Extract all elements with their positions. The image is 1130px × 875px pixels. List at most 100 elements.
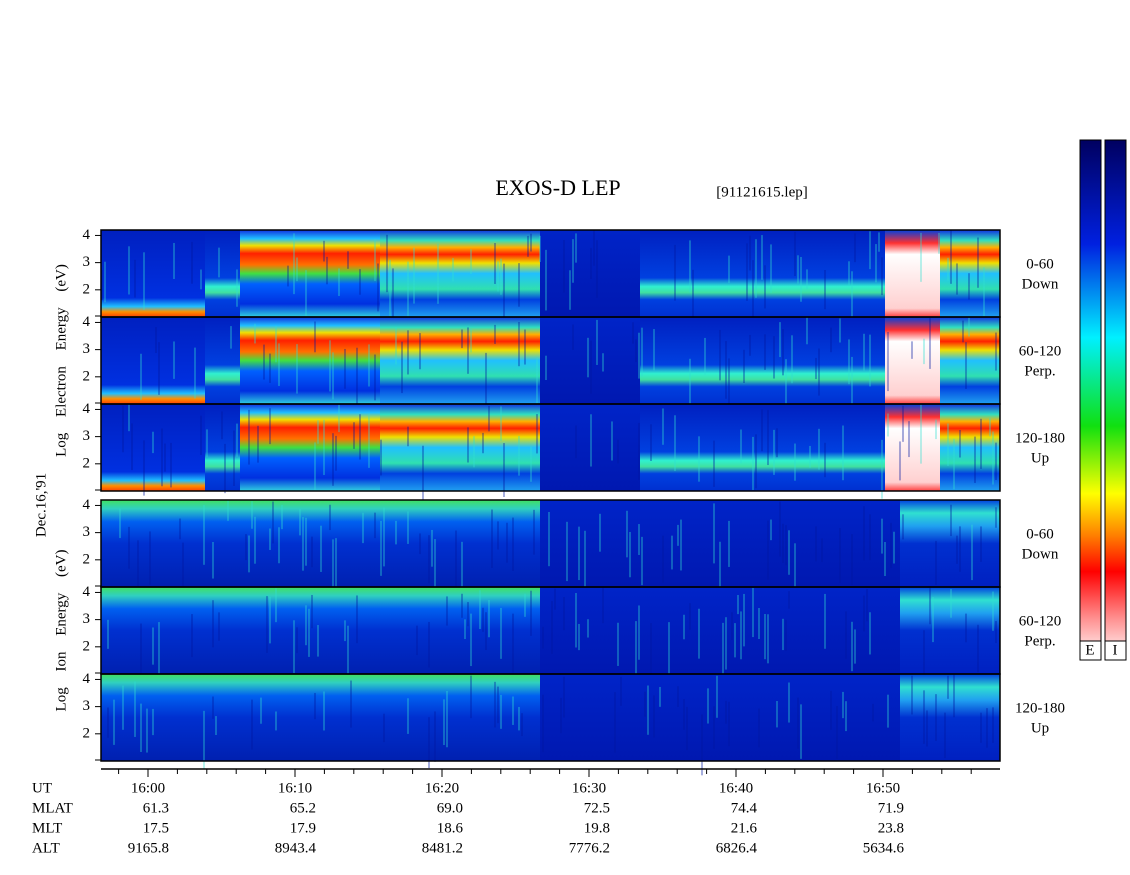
spectrum-stripe [929, 318, 931, 369]
spectrum-stripe [488, 599, 490, 638]
spectrum-stripe [368, 414, 370, 468]
spectrum-stripe [965, 342, 967, 389]
spectrum-stripe [770, 519, 772, 541]
spectrum-stripe [980, 526, 982, 562]
spectrum-stripe [203, 505, 205, 565]
colorbar-e [1079, 139, 1102, 661]
spectrum-stripe [758, 708, 760, 748]
spectrum-stripe [692, 269, 694, 323]
spectrum-stripe [848, 261, 850, 286]
spectrum-stripe [851, 356, 853, 404]
spectrum-stripe [977, 237, 979, 288]
spectrum-stripe [182, 542, 184, 597]
spectrum-stripe [890, 522, 892, 568]
spectrum-stripe [851, 534, 853, 585]
spectrum-stripe [524, 329, 526, 365]
spectrum-stripe [497, 521, 499, 550]
spectrum-stripe [482, 432, 484, 454]
spectrum-stripe [983, 267, 985, 321]
spectrum-stripe [683, 699, 685, 730]
spectrum-stripe [689, 603, 691, 630]
ephemeris-value: 65.2 [290, 800, 316, 816]
spectrum-stripe [419, 533, 421, 555]
y-tick-label: 2 [83, 725, 91, 741]
spectrum-stripe [947, 257, 949, 281]
spectrum-stripe [134, 259, 136, 298]
spectrum-stripe [755, 239, 757, 298]
spectrum-stripe [470, 613, 472, 667]
spectrum-stripe [467, 427, 469, 463]
spectrum-stripe [704, 337, 706, 375]
spectrum-stripe [140, 703, 142, 752]
spectrum-stripe [158, 622, 160, 679]
spectrum-stripe [845, 701, 847, 732]
ephemeris-label: ALT [32, 840, 60, 856]
spectrum-stripe [218, 612, 220, 641]
spectrum-stripe [305, 605, 307, 646]
spectrum-stripe [338, 404, 340, 433]
file-name: [91121615.lep] [716, 184, 808, 200]
y-tick-label: 2 [83, 638, 91, 654]
panel-range: 120-180 [1015, 430, 1065, 446]
spectrum-stripe [491, 509, 493, 568]
spectrum-region [101, 230, 205, 317]
spectrum-stripe [407, 261, 409, 318]
spectrum-stripe [173, 242, 175, 279]
panel-frame [100, 403, 1001, 492]
spectrum-stripe [359, 414, 361, 460]
spectrum-region [900, 674, 1000, 761]
spectrum-stripe [971, 524, 973, 581]
spectrum-stripe [275, 588, 277, 623]
spectrum-stripe [728, 701, 730, 747]
panel-range: 0-60 [1026, 256, 1054, 272]
spectrum-stripe [947, 423, 949, 466]
spectrum-stripe [773, 429, 775, 475]
spectrum-stripe [617, 439, 619, 464]
spectrum-region [205, 404, 240, 491]
spectrum-stripe [677, 524, 679, 546]
spectrum-region [205, 230, 240, 317]
spectrum-stripe [842, 691, 844, 719]
ephemeris-value: 5634.6 [863, 840, 905, 856]
spectrum-stripe [602, 353, 604, 372]
spectrum-stripe [518, 321, 520, 367]
spectrum-stripe [500, 694, 502, 729]
panel-range: 60-120 [1019, 343, 1062, 359]
panel-direction: Perp. [1024, 633, 1055, 649]
spectrum-stripe [485, 352, 487, 410]
spectrum-stripe [461, 329, 463, 349]
spectrum-region [885, 230, 940, 317]
spectrum-stripe [461, 593, 463, 618]
spectrum-stripe [650, 623, 652, 682]
time-label: 16:10 [278, 780, 312, 796]
spectrum-stripe [221, 411, 223, 440]
spectrum-stripe [701, 714, 703, 776]
ephemeris-value: 17.9 [290, 820, 316, 836]
spectrum-stripe [380, 520, 382, 576]
time-label: 16:40 [719, 780, 753, 796]
spectrum-stripe [611, 421, 613, 461]
spectrum-stripe [143, 252, 145, 310]
spectrum-stripe [638, 332, 640, 379]
spectrum-stripe [632, 322, 634, 344]
spectrum-stripe [752, 587, 754, 638]
spectrum-stripe [788, 530, 790, 575]
y-tick-label: 3 [83, 524, 91, 540]
panel-direction: Down [1022, 276, 1059, 292]
ephemeris-value: 23.8 [878, 820, 904, 836]
spectrum-stripe [500, 258, 502, 295]
spectrum-stripe [965, 613, 967, 643]
spectrum-stripe [191, 241, 193, 284]
spectrum-stripe [887, 413, 889, 437]
spectrum-stripe [992, 707, 994, 743]
spectrum-stripe [785, 359, 787, 416]
spectrum-stripe [995, 442, 997, 480]
spectrum-stripe [782, 329, 784, 376]
spectrum-stripe [887, 694, 889, 728]
spectrum-stripe [479, 590, 481, 630]
spectrum-stripe [494, 242, 496, 284]
spectrum-stripe [980, 712, 982, 743]
spectrum-stripe [383, 713, 385, 743]
spectrum-stripe [269, 596, 271, 644]
